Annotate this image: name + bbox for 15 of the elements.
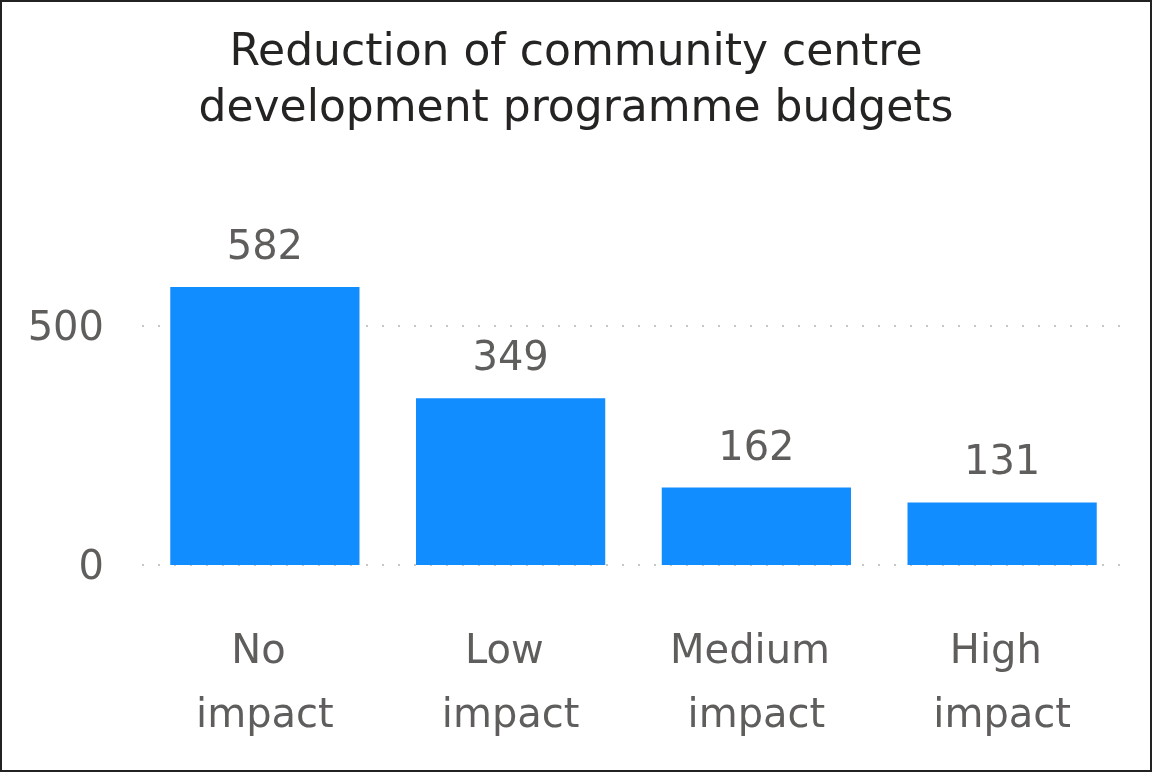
bar: [661, 487, 851, 565]
data-label: 349: [472, 333, 549, 380]
chart-title: Reduction of community centre development programme budgets: [198, 23, 954, 131]
y-tick-label: 0: [78, 542, 104, 588]
data-label: 162: [718, 422, 795, 469]
bar: [907, 502, 1097, 565]
x-tick-label: High impact: [933, 626, 1071, 736]
data-label: 582: [226, 222, 304, 268]
x-tick-label: Medium impact: [670, 626, 843, 736]
bar: [170, 287, 360, 565]
x-tick-label: No impact: [196, 626, 334, 736]
data-label: 131: [963, 437, 1041, 484]
bar: [416, 398, 606, 565]
x-tick-label: Low impact: [441, 626, 580, 736]
y-tick-label: 500: [27, 303, 104, 350]
